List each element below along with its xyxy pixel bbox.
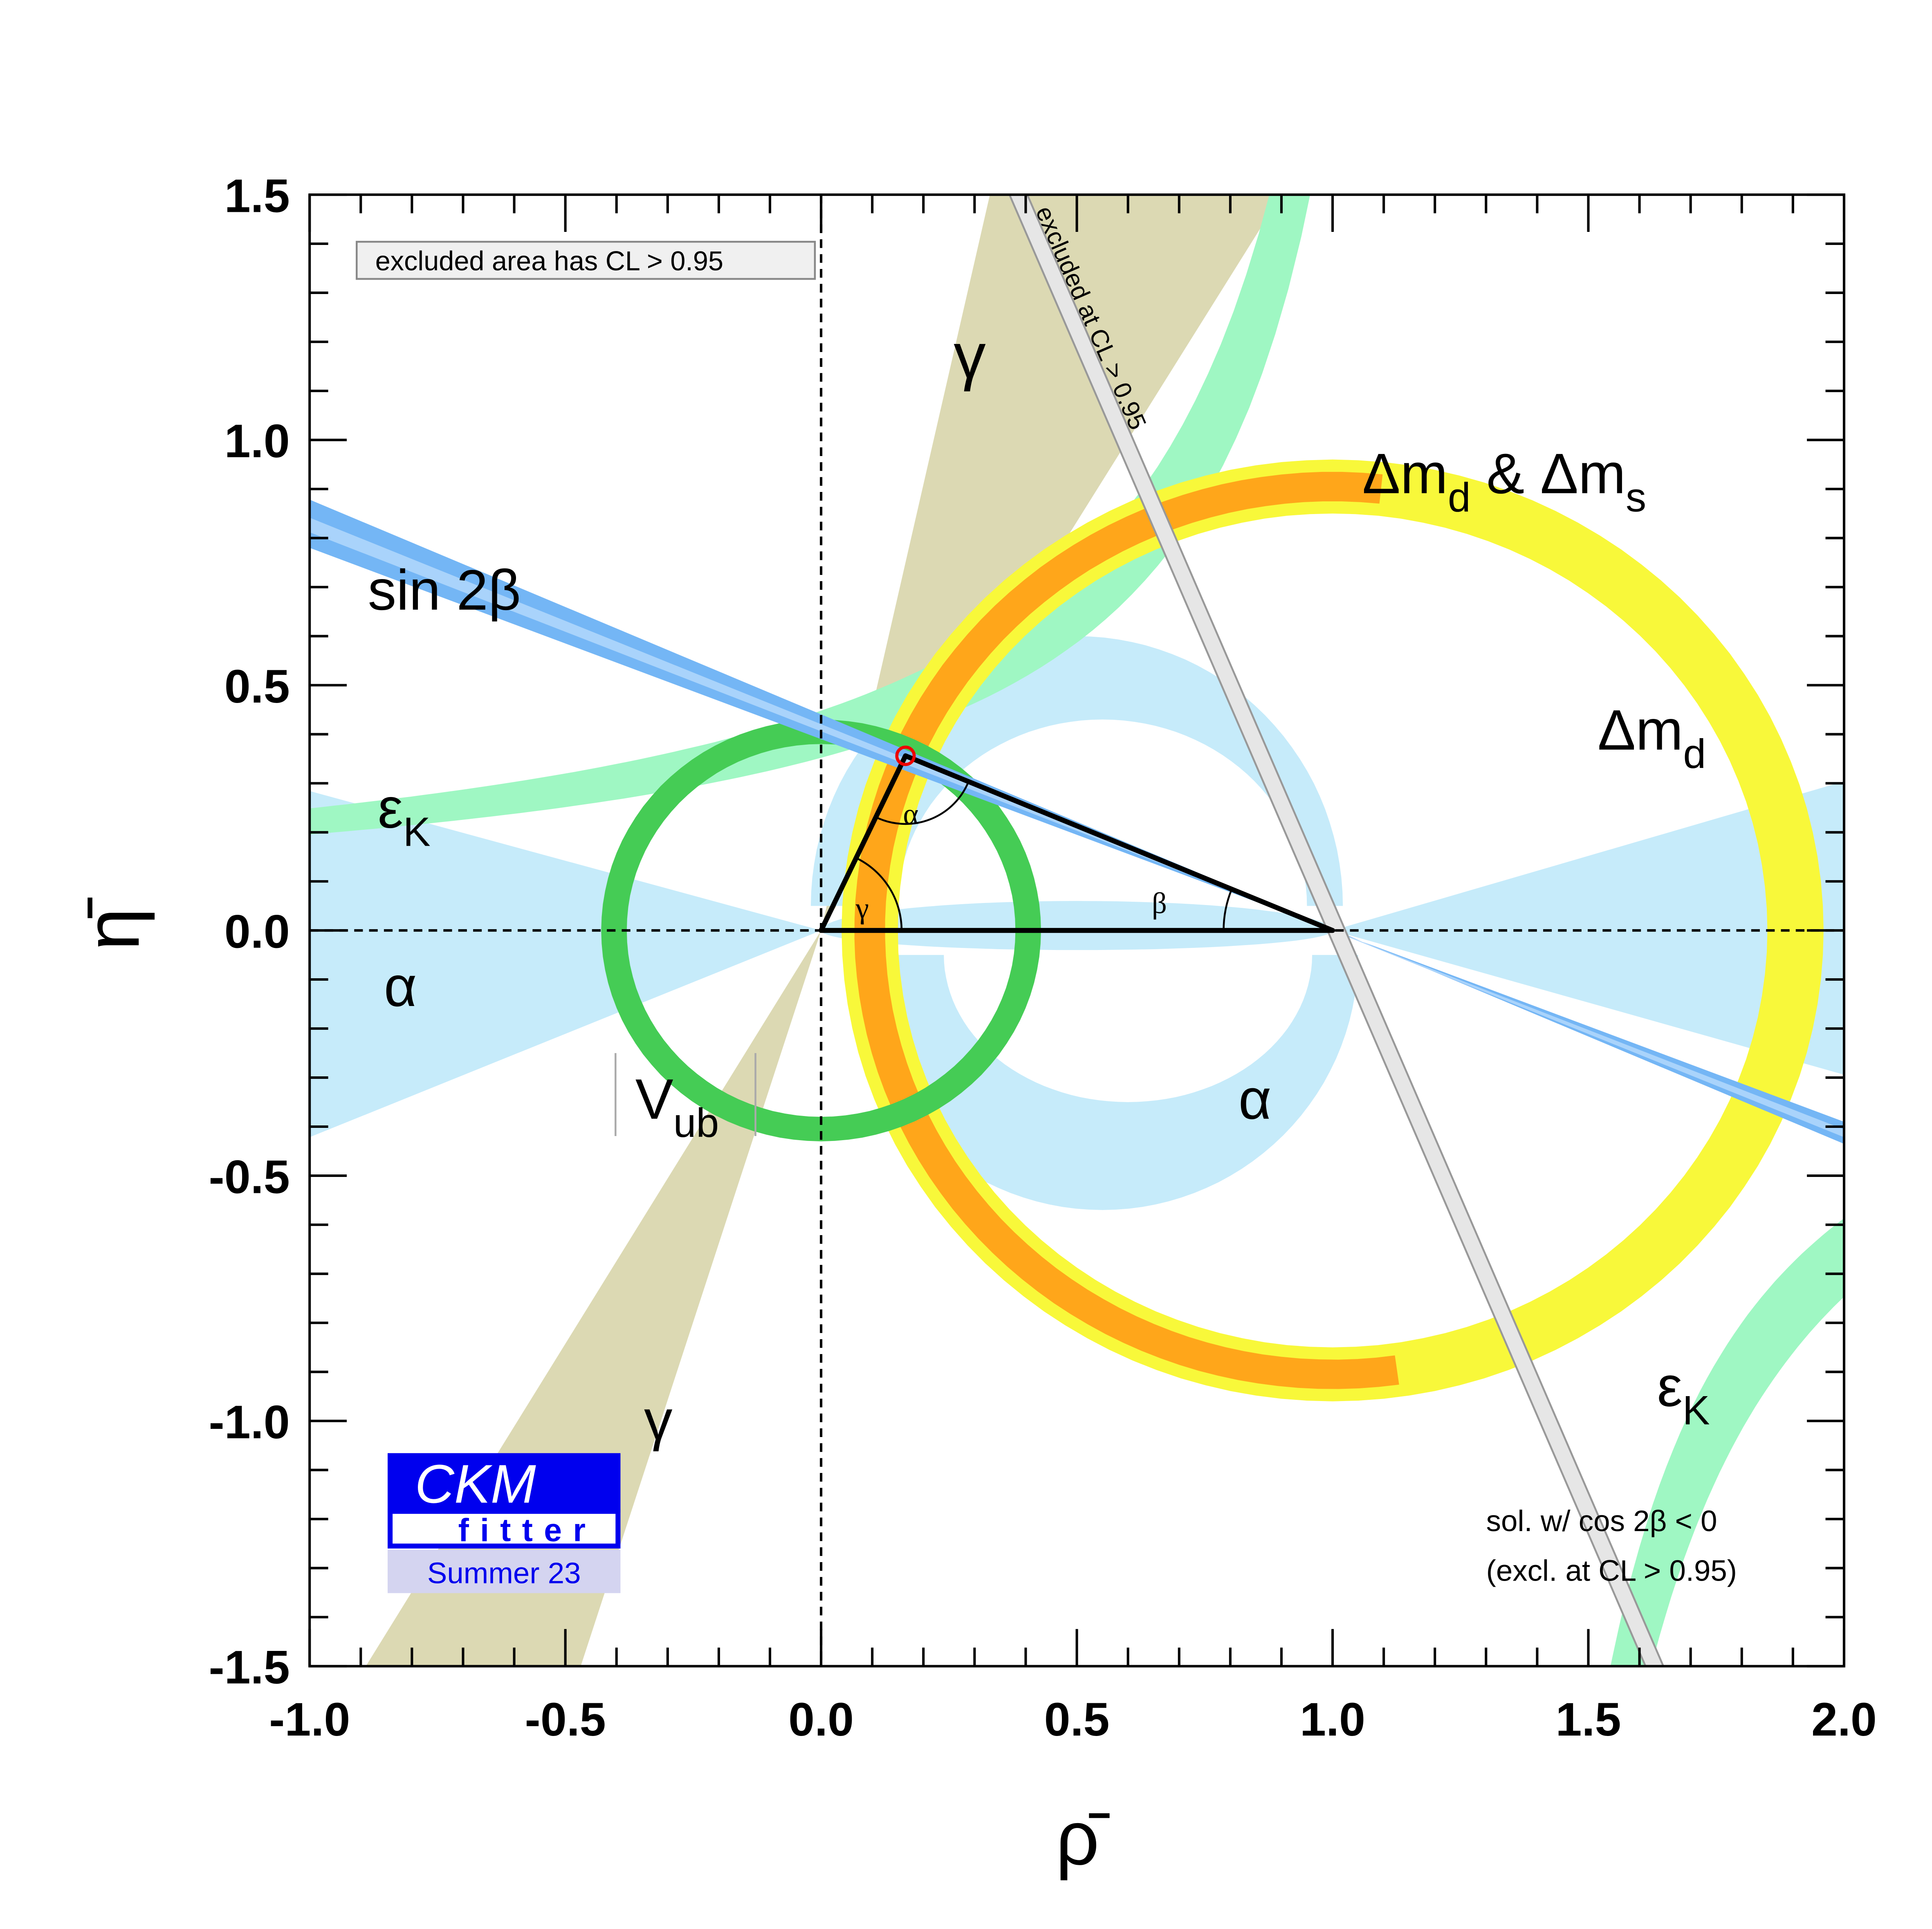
logo: CKM fitter Summer 23 [388, 1453, 621, 1593]
unitarity-triangle [819, 753, 1335, 933]
y-tick-label: 0.0 [224, 906, 290, 958]
label-subscript: K [1683, 1388, 1710, 1433]
alpha-region [310, 791, 821, 1137]
y-tick-label: 1.0 [224, 415, 290, 467]
region-label: sin 2β [368, 558, 521, 622]
x-axis-title: ρ̄ [1056, 1795, 1110, 1881]
epsilon-k-region [1610, 1218, 1844, 1666]
label-text: ε [378, 776, 403, 840]
label-text: Δm [1362, 442, 1448, 505]
label-subscript: ub [673, 1100, 719, 1146]
angle-label: γ [855, 892, 869, 925]
alpha-region [1333, 781, 1844, 1075]
label-subscript: K [403, 809, 431, 855]
logo-top [388, 1453, 621, 1513]
logo-subtitle: fitter [458, 1512, 597, 1548]
x-tick-label: 1.0 [1300, 1693, 1365, 1746]
label-text: sin 2β [368, 558, 521, 622]
note-line: (excl. at CL > 0.95) [1486, 1554, 1737, 1587]
alpha-region [846, 955, 1358, 1210]
y-tick-label: -1.5 [209, 1642, 289, 1694]
logo-bottom [388, 1549, 621, 1593]
alpha-region [821, 901, 1333, 950]
angle-arc [855, 857, 903, 931]
gamma-region [366, 195, 1281, 1666]
legend-text: excluded area has CL > 0.95 [375, 246, 723, 276]
region-label: α [384, 954, 417, 1018]
logo-title: CKM [415, 1454, 536, 1515]
label-subscript: d [1448, 475, 1471, 521]
label-text: α [384, 954, 417, 1018]
angle-label: α [903, 797, 918, 831]
y-tick-label: 1.5 [224, 170, 290, 222]
label-subscript: s [1626, 475, 1646, 521]
angle-label: β [1152, 887, 1167, 920]
label-text: Δm [1598, 698, 1683, 762]
apex-point [895, 746, 916, 766]
x-tick-label: 2.0 [1811, 1693, 1877, 1746]
x-tick-label: 0.0 [788, 1693, 854, 1746]
region-label: α [1239, 1067, 1272, 1131]
x-tick-label: 1.5 [1556, 1693, 1621, 1746]
y-tick-label: -1.0 [209, 1396, 289, 1448]
x-tick-label: -1.0 [269, 1693, 350, 1746]
region-label: Δmd [1598, 698, 1706, 777]
angle-arc [875, 781, 969, 825]
label-subscript: d [1683, 731, 1706, 777]
legend-box [356, 240, 816, 280]
angle-arc [1223, 889, 1233, 931]
label-text: γ [644, 1388, 673, 1452]
label-text: & Δm [1471, 442, 1626, 505]
label-text: V [635, 1067, 673, 1131]
y-tick-label: -0.5 [209, 1151, 289, 1203]
label-text: γ [954, 320, 986, 392]
region-label: Δmd & Δms [1362, 442, 1646, 521]
region-label: γ [954, 320, 986, 392]
logo-edition: Summer 23 [427, 1556, 581, 1590]
note-line: sol. w/ cos 2β < 0 [1486, 1505, 1717, 1538]
x-tick-label: 0.5 [1044, 1693, 1110, 1746]
label-text: α [1239, 1067, 1272, 1131]
x-tick-label: -0.5 [525, 1693, 606, 1746]
region-label: εK [378, 776, 431, 855]
logo-mid [388, 1509, 621, 1549]
y-tick-label: 0.5 [224, 660, 290, 713]
region-label: γ [644, 1388, 673, 1452]
label-text: ε [1657, 1354, 1683, 1418]
region-label: εK [1657, 1354, 1710, 1433]
region-label: Vub [635, 1067, 719, 1146]
sin2beta-region [310, 499, 1844, 1144]
y-axis-title: η̄ [69, 897, 155, 950]
